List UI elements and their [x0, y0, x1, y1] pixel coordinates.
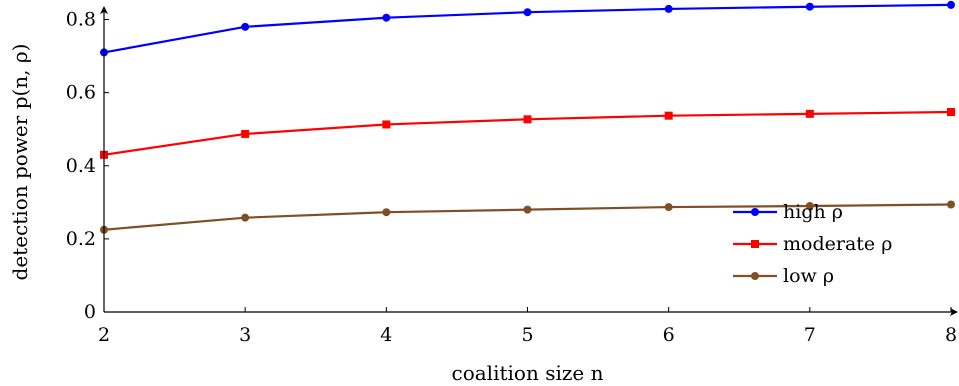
- data-point: [523, 8, 532, 17]
- series-1: [100, 0, 955, 57]
- data-point: [947, 108, 955, 117]
- x-tick-label: 7: [804, 324, 816, 346]
- data-point: [947, 0, 955, 9]
- legend-marker: [751, 272, 759, 280]
- x-ticks: 2 3 4 5 6 7 8: [98, 307, 957, 346]
- y-axis-label: detection power p(n, ρ): [8, 44, 32, 281]
- y-tick-label: 0: [84, 301, 96, 323]
- data-point: [382, 208, 391, 217]
- data-point: [664, 203, 673, 212]
- y-tick-label: 0.4: [66, 155, 96, 177]
- x-tick-label: 6: [663, 324, 675, 346]
- data-point: [241, 213, 250, 222]
- data-point: [805, 109, 814, 118]
- y-ticks: 0 0.2 0.4 0.6 0.8: [66, 9, 109, 323]
- legend-item: moderate ρ: [733, 233, 892, 255]
- legend-item: high ρ: [733, 201, 843, 223]
- data-point: [241, 129, 250, 138]
- y-tick-label: 0.2: [66, 228, 96, 250]
- y-tick-label: 0.6: [66, 82, 96, 104]
- data-point: [382, 120, 391, 129]
- data-point: [241, 22, 250, 31]
- y-tick-label: 0.8: [66, 9, 96, 31]
- data-point: [523, 205, 532, 214]
- data-point: [947, 200, 955, 209]
- legend-marker: [751, 240, 759, 248]
- legend: high ρ moderate ρ low ρ: [733, 201, 892, 287]
- x-tick-label: 2: [98, 324, 110, 346]
- data-point: [805, 2, 814, 11]
- data-point: [523, 115, 532, 124]
- plot-area: [100, 0, 955, 234]
- legend-label: high ρ: [783, 201, 843, 223]
- data-point: [805, 201, 814, 210]
- legend-item: low ρ: [733, 265, 834, 287]
- legend-marker: [751, 208, 759, 216]
- data-point: [382, 13, 391, 22]
- series-2: [100, 108, 955, 159]
- x-tick-label: 3: [239, 324, 251, 346]
- x-tick-label: 4: [380, 324, 392, 346]
- legend-label: moderate ρ: [783, 233, 892, 255]
- legend-label: low ρ: [783, 265, 834, 287]
- x-tick-label: 8: [945, 324, 957, 346]
- data-point: [664, 4, 673, 13]
- data-point: [664, 111, 673, 120]
- x-axis-label: coalition size n: [452, 361, 604, 385]
- x-tick-label: 5: [521, 324, 533, 346]
